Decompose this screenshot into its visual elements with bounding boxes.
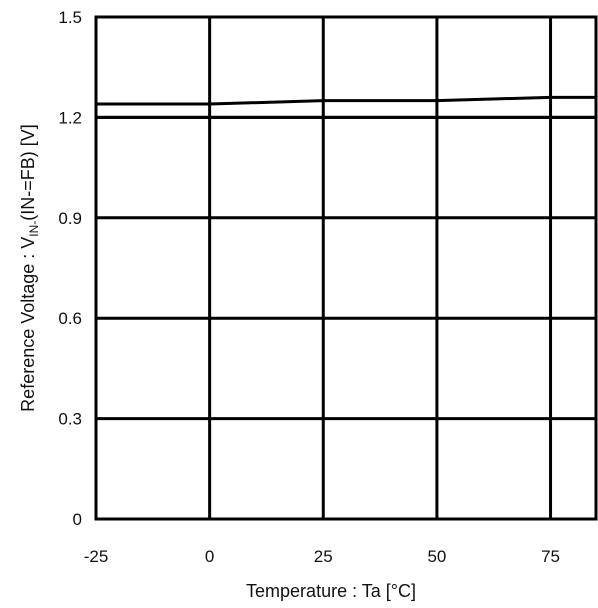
x-tick-label-1: 0 bbox=[205, 547, 214, 566]
y-axis-title: Reference Voltage : VIN-(IN-=FB) [V] bbox=[18, 124, 41, 412]
x-tick-label-2: 25 bbox=[314, 547, 333, 566]
y-tick-label-4: 1.2 bbox=[58, 108, 82, 127]
x-tick-label-4: 75 bbox=[541, 547, 560, 566]
series-layer bbox=[96, 95, 596, 119]
y-axis-title-suffix: (IN-=FB) [V] bbox=[18, 124, 38, 221]
y-tick-label-3: 0.9 bbox=[58, 209, 82, 228]
y-tick-label-0: 0 bbox=[73, 510, 82, 529]
x-tick-labels: -25 0 25 50 75 bbox=[84, 547, 560, 566]
series-line-0 bbox=[96, 95, 596, 106]
x-tick-label-0: -25 bbox=[84, 547, 109, 566]
y-tick-label-2: 0.6 bbox=[58, 309, 82, 328]
x-tick-label-3: 50 bbox=[427, 547, 446, 566]
y-axis-title-subscript: IN- bbox=[27, 221, 41, 237]
y-tick-label-5: 1.5 bbox=[58, 8, 82, 27]
plot-frame bbox=[94, 15, 598, 521]
x-axis-title: Temperature : Ta [°C] bbox=[246, 581, 416, 601]
y-tick-label-1: 0.3 bbox=[58, 410, 82, 429]
y-axis-title-prefix: Reference Voltage : V bbox=[18, 237, 38, 412]
grid bbox=[96, 17, 596, 519]
y-tick-labels: 0 0.3 0.6 0.9 1.2 1.5 bbox=[58, 8, 82, 529]
